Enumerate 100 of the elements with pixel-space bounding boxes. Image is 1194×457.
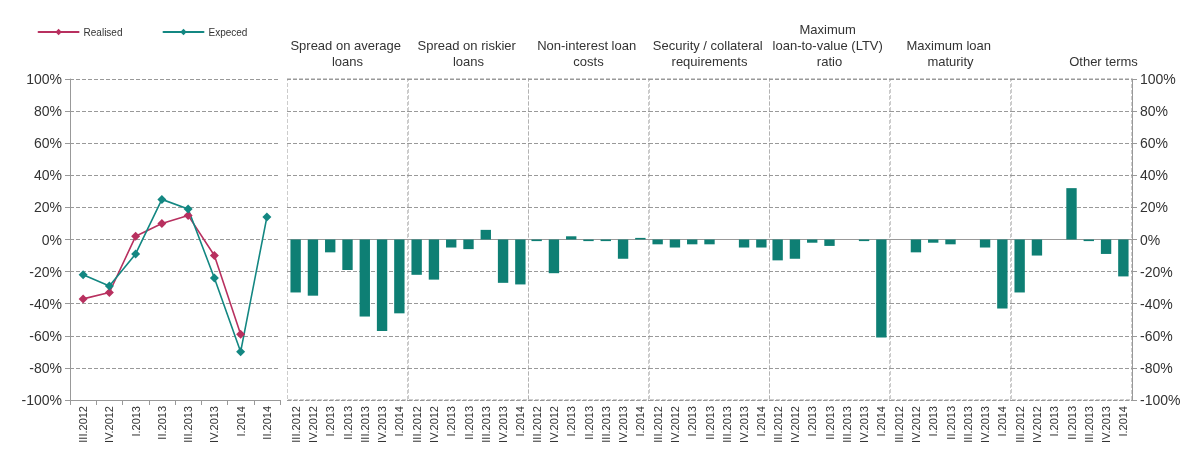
x-tick-label: IV.2012	[306, 406, 319, 443]
x-tick-label: IV.2013	[376, 406, 389, 443]
point	[157, 194, 167, 204]
x-tick-label: II.2013	[703, 406, 716, 440]
x-tick-label: IV.2013	[496, 406, 509, 443]
x-tick-label: I.2014	[875, 406, 888, 437]
point	[236, 347, 246, 357]
point	[131, 249, 141, 259]
x-tick-label: I.2014	[513, 406, 526, 437]
chart-title: Spread on riskier loans	[417, 37, 520, 69]
point	[262, 212, 272, 222]
y-tick-label: 80%	[33, 103, 62, 120]
x-tick-label: IV.2012	[668, 406, 681, 443]
y-tick-label: 60%	[1139, 135, 1168, 152]
y-tick-label: 80%	[1139, 103, 1168, 120]
x-tick-label: IV.2012	[1030, 406, 1043, 443]
x-tick-label: III.2013	[841, 406, 854, 443]
y-tick-label: 60%	[33, 135, 62, 152]
x-tick-label: III.2012	[1013, 406, 1026, 443]
x-tick-label: III.2012	[410, 406, 423, 443]
y-tick-label: 40%	[33, 167, 62, 184]
x-tick-label: I.2013	[444, 406, 457, 437]
x-tick-label: III.2013	[479, 406, 492, 443]
x-tick-label: III.2012	[772, 406, 785, 443]
x-tick-label: IV.2013	[858, 406, 871, 443]
x-tick-label: I.2013	[565, 406, 578, 437]
x-tick-label: II.2013	[944, 406, 957, 440]
y-tick-label: 0%	[1139, 231, 1160, 248]
legend-label: Expeced	[208, 26, 248, 38]
x-tick-label: IV.2013	[979, 406, 992, 443]
x-tick-label: II.2013	[341, 406, 354, 440]
x-tick-label: IV.2013	[617, 406, 630, 443]
point	[131, 231, 141, 241]
y-tick-label: -60%	[1139, 327, 1173, 344]
chart-title: Spread on average loans	[290, 37, 405, 69]
y-tick-label: 20%	[1139, 199, 1168, 216]
chart-title: Maximum loan maturity	[906, 37, 995, 69]
y-tick-label: -40%	[29, 295, 62, 312]
x-tick-label: III.2012	[892, 406, 905, 443]
x-tick-label: I.2014	[634, 406, 647, 437]
x-tick-label: II.2014	[260, 406, 273, 440]
y-tick-label: -20%	[29, 263, 62, 280]
chart-title: Non-interest loan costs	[537, 37, 640, 69]
x-tick-label: II.2013	[155, 406, 168, 440]
x-tick-label: IV.2012	[103, 406, 116, 443]
point	[209, 273, 219, 283]
x-tick-label: III.2013	[182, 406, 195, 443]
x-tick-label: IV.2013	[208, 406, 221, 443]
x-tick-label: II.2013	[823, 406, 836, 440]
y-tick-label: 0%	[41, 231, 62, 248]
x-tick-label: I.2014	[755, 406, 768, 437]
y-tick-label: 20%	[33, 199, 62, 216]
chart-title: Other terms	[1068, 53, 1138, 69]
y-tick-label: -100%	[1139, 392, 1181, 408]
y-tick-label: -40%	[1139, 295, 1173, 312]
point	[78, 294, 88, 304]
x-tick-label: III.2013	[720, 406, 733, 443]
x-tick-label: I.2013	[129, 406, 142, 437]
x-tick-label: I.2013	[686, 406, 699, 437]
x-tick-label: IV.2012	[789, 406, 802, 443]
chart-title: Maximum loan-to-value (LTV) ratio	[772, 21, 887, 69]
x-tick-label: III.2012	[77, 406, 90, 443]
y-tick-label: -80%	[29, 359, 62, 376]
x-tick-label: I.2013	[324, 406, 337, 437]
x-tick-label: III.2013	[599, 406, 612, 443]
y-tick-label: -60%	[29, 327, 62, 344]
x-tick-label: I.2013	[927, 406, 940, 437]
x-tick-label: IV.2013	[1099, 406, 1112, 443]
point	[183, 204, 193, 214]
x-tick-label: I.2013	[1047, 406, 1060, 437]
chart-title: Security / collateral requirements	[652, 37, 767, 69]
legend-label: Realised	[83, 26, 123, 38]
x-tick-label: II.2013	[462, 406, 475, 440]
x-tick-label: I.2014	[996, 406, 1009, 437]
y-tick-label: -100%	[21, 392, 62, 408]
y-tick-label: -80%	[1139, 359, 1173, 376]
x-tick-label: III.2013	[358, 406, 371, 443]
x-tick-label: I.2013	[806, 406, 819, 437]
point	[157, 218, 167, 228]
x-tick-label: IV.2012	[909, 406, 922, 443]
x-tick-label: III.2012	[289, 406, 302, 443]
x-tick-label: I.2014	[393, 406, 406, 437]
x-tick-label: IV.2012	[427, 406, 440, 443]
x-tick-label: I.2014	[234, 406, 247, 437]
point	[209, 251, 219, 261]
y-tick-label: -20%	[1139, 263, 1173, 280]
y-tick-label: 100%	[1139, 71, 1176, 87]
y-tick-label: 40%	[1139, 167, 1168, 184]
x-tick-label: IV.2012	[548, 406, 561, 443]
x-tick-label: IV.2013	[737, 406, 750, 443]
x-tick-label: III.2012	[651, 406, 664, 443]
x-tick-label: II.2013	[1065, 406, 1078, 440]
x-tick-label: III.2012	[530, 406, 543, 443]
point	[236, 329, 246, 339]
x-tick-label: II.2013	[582, 406, 595, 440]
point	[78, 270, 88, 280]
x-tick-label: III.2013	[1082, 406, 1095, 443]
x-tick-label: I.2014	[1116, 406, 1129, 437]
y-tick-label: 100%	[26, 71, 62, 87]
x-tick-label: III.2013	[961, 406, 974, 443]
